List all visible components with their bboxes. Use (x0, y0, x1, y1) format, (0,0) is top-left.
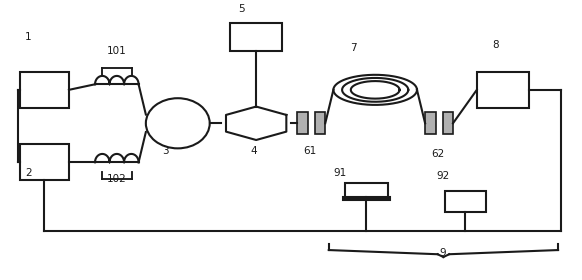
Text: 101: 101 (107, 46, 127, 56)
Text: 7: 7 (350, 43, 357, 53)
Text: 5: 5 (239, 4, 245, 14)
Text: 61: 61 (304, 146, 317, 156)
Bar (343, 197, 391, 200)
Bar (345, 183, 388, 198)
Text: 1: 1 (25, 32, 32, 42)
Text: 8: 8 (492, 40, 499, 50)
Bar (230, 23, 282, 51)
Bar (445, 191, 485, 212)
Text: 4: 4 (250, 146, 257, 156)
Bar (477, 72, 529, 108)
Bar (425, 112, 435, 134)
Text: 102: 102 (107, 174, 127, 184)
Text: 9: 9 (440, 248, 446, 258)
Text: 91: 91 (333, 169, 347, 178)
Text: 92: 92 (436, 171, 450, 181)
Text: 62: 62 (431, 149, 445, 159)
Text: 3: 3 (162, 146, 168, 156)
Bar (315, 112, 325, 134)
Bar (20, 72, 69, 108)
Bar (20, 144, 69, 180)
Text: 2: 2 (25, 169, 32, 178)
Bar (442, 112, 453, 134)
Bar (297, 112, 308, 134)
